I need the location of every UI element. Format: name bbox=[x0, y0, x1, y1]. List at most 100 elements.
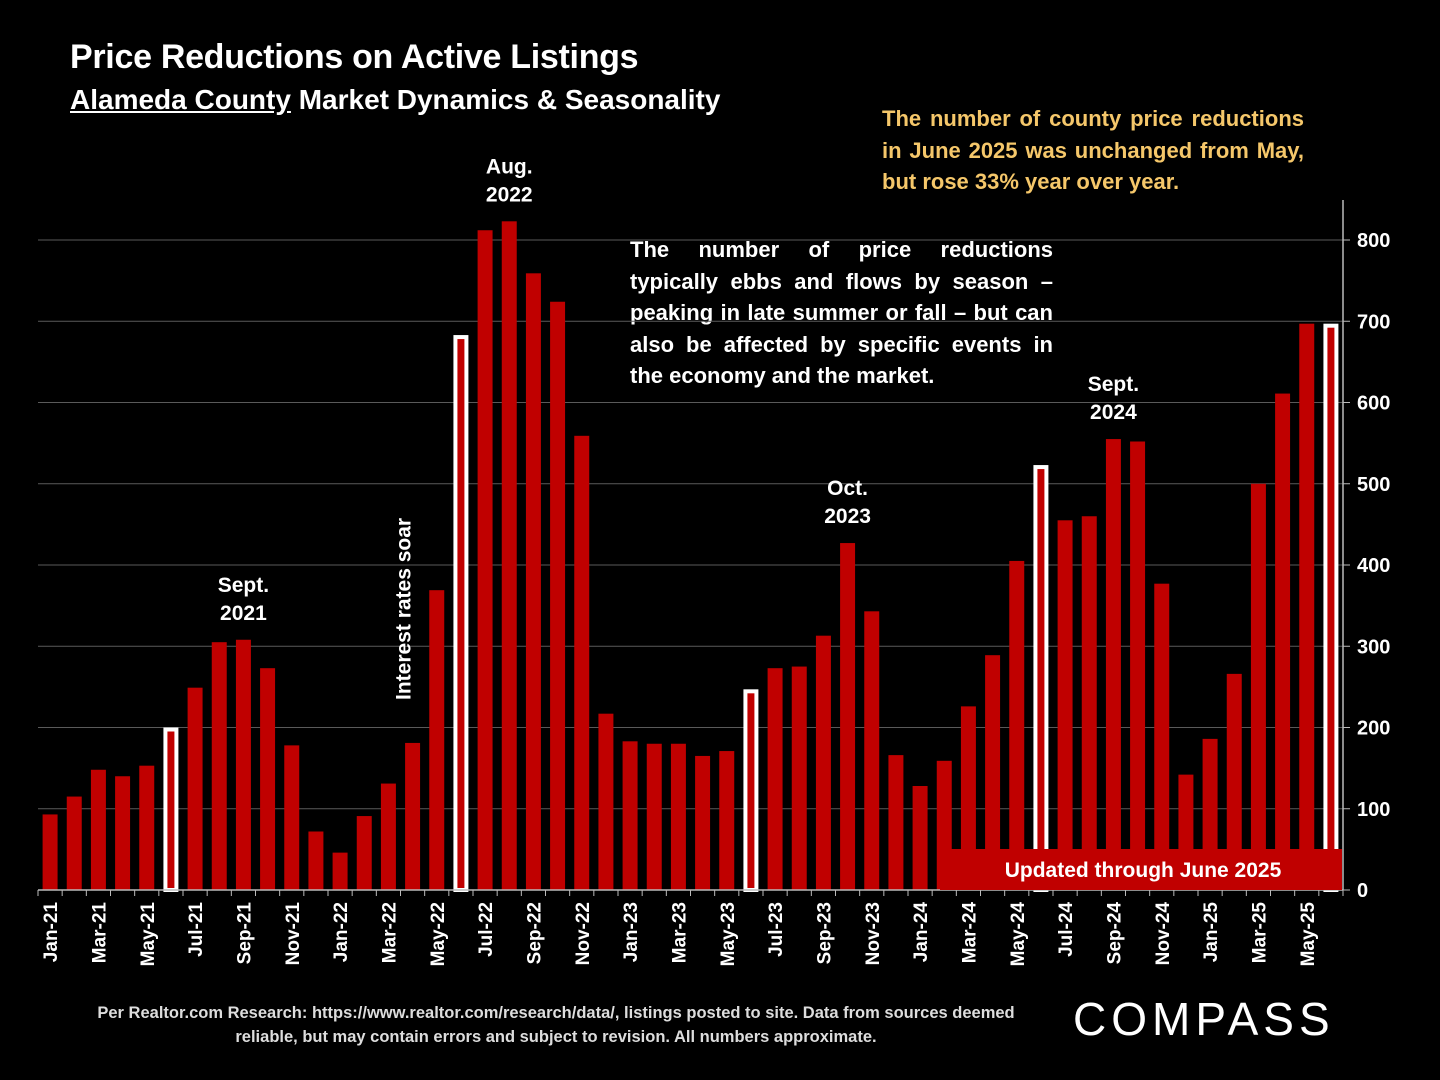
subtitle-county: Alameda County bbox=[70, 84, 291, 115]
bar-chart: 0 100 200 300 400 500 600 700 800 Jan-21 Mar-21 May… bbox=[37, 155, 1390, 966]
bar bbox=[139, 765, 155, 890]
grid-lines bbox=[38, 239, 1343, 810]
peak-annotation: Sept. bbox=[1088, 373, 1139, 396]
bar bbox=[405, 742, 421, 890]
compass-logo: COMPASS bbox=[1073, 993, 1335, 1045]
yoy-note: The number of county price reductions in… bbox=[882, 106, 1304, 194]
bar bbox=[550, 301, 566, 890]
axes bbox=[37, 200, 1350, 896]
x-tick-label: Sep-24 bbox=[1104, 902, 1125, 965]
bar bbox=[1057, 520, 1073, 890]
peak-annotation: 2022 bbox=[486, 183, 533, 206]
x-tick-label: Jan-25 bbox=[1201, 902, 1222, 963]
bar bbox=[912, 786, 928, 890]
highlight-bar bbox=[1323, 323, 1339, 892]
bar bbox=[598, 713, 614, 890]
bar bbox=[477, 230, 493, 890]
bar bbox=[501, 221, 517, 890]
bar bbox=[1105, 439, 1121, 890]
y-tick-label: 500 bbox=[1357, 474, 1390, 496]
seasonality-note: The number of price reductions typically… bbox=[630, 237, 1053, 388]
bar bbox=[622, 741, 638, 890]
x-tick-label: Nov-22 bbox=[573, 902, 594, 965]
updated-banner-text: Updated through June 2025 bbox=[1005, 859, 1282, 882]
annotations: Sept. 2021 Aug. 2022 Oct. 2023 Sept. 2024 Intere… bbox=[218, 155, 1342, 890]
bar bbox=[332, 852, 348, 890]
bar bbox=[840, 543, 856, 890]
bar bbox=[888, 755, 904, 890]
bar bbox=[356, 816, 372, 890]
bar bbox=[960, 706, 976, 890]
page-title: Price Reductions on Active Listings bbox=[70, 38, 639, 76]
x-tick-label: Nov-24 bbox=[1153, 902, 1174, 966]
bar bbox=[380, 783, 396, 890]
bar bbox=[646, 743, 662, 890]
y-tick-label: 400 bbox=[1357, 555, 1390, 577]
x-tick-label: Nov-23 bbox=[863, 902, 884, 965]
bar bbox=[235, 639, 251, 890]
peak-annotation: Aug. bbox=[486, 155, 533, 178]
bar bbox=[284, 745, 300, 890]
subtitle-rest: Market Dynamics & Seasonality bbox=[290, 84, 721, 115]
x-tick-label: May-21 bbox=[138, 902, 159, 967]
bars bbox=[42, 221, 1339, 892]
x-tick-label: Jul-21 bbox=[186, 902, 207, 957]
bar bbox=[1226, 673, 1242, 890]
x-tick-label: Sep-23 bbox=[814, 902, 835, 964]
bar bbox=[1275, 393, 1291, 890]
peak-annotation: Sept. bbox=[218, 574, 269, 597]
y-tick-label: 100 bbox=[1357, 799, 1390, 821]
y-tick-label: 0 bbox=[1357, 880, 1368, 902]
bar bbox=[719, 751, 735, 890]
x-tick-label: Mar-24 bbox=[959, 902, 980, 964]
page-subtitle: Alameda County Market Dynamics & Seasona… bbox=[70, 84, 720, 116]
y-tick-label: 800 bbox=[1357, 230, 1390, 252]
highlight-bar bbox=[1033, 465, 1049, 892]
bar bbox=[260, 668, 276, 890]
bar bbox=[574, 435, 590, 890]
x-tick-label: Mar-22 bbox=[379, 902, 400, 963]
x-tick-label: Jul-23 bbox=[766, 902, 787, 957]
bar bbox=[115, 776, 131, 890]
x-tick-label: Jan-21 bbox=[41, 902, 62, 963]
x-tick-label: Jul-22 bbox=[476, 902, 497, 957]
bar bbox=[1154, 583, 1170, 890]
bar bbox=[1250, 483, 1266, 890]
bar bbox=[187, 687, 203, 890]
bar bbox=[1299, 323, 1315, 890]
highlight-bar bbox=[163, 727, 179, 892]
x-tick-label: Sep-22 bbox=[524, 902, 545, 964]
bar bbox=[670, 743, 686, 890]
bar bbox=[90, 769, 106, 890]
y-tick-label: 600 bbox=[1357, 393, 1390, 415]
bar bbox=[791, 666, 807, 890]
bar bbox=[66, 796, 82, 890]
x-tick-label: Mar-23 bbox=[669, 902, 690, 963]
tick-labels: 0 100 200 300 400 500 600 700 800 Jan-21 Mar-21 May… bbox=[41, 230, 1390, 966]
bar bbox=[1081, 516, 1097, 890]
bar bbox=[211, 642, 227, 890]
peak-annotation: 2023 bbox=[824, 505, 871, 528]
bar bbox=[815, 635, 831, 890]
x-tick-label: Jan-23 bbox=[621, 902, 642, 962]
interest-rates-annotation: Interest rates soar bbox=[393, 518, 416, 700]
x-tick-label: May-25 bbox=[1298, 902, 1319, 967]
bar bbox=[429, 590, 445, 890]
peak-annotation: 2024 bbox=[1090, 401, 1137, 424]
source-footnote: Per Realtor.com Research: https://www.re… bbox=[97, 1004, 1015, 1046]
x-tick-label: Mar-21 bbox=[89, 902, 110, 964]
highlight-bar bbox=[743, 689, 759, 892]
bar bbox=[985, 655, 1001, 890]
bar bbox=[308, 831, 324, 890]
x-tick-label: May-23 bbox=[718, 902, 739, 966]
y-tick-label: 300 bbox=[1357, 636, 1390, 658]
bar bbox=[42, 814, 58, 890]
y-tick-label: 700 bbox=[1357, 311, 1390, 333]
bar bbox=[1130, 441, 1146, 890]
peak-annotation: Oct. bbox=[827, 477, 868, 500]
y-tick-label: 200 bbox=[1357, 718, 1390, 740]
bar bbox=[1009, 560, 1025, 890]
x-tick-label: Jul-24 bbox=[1056, 902, 1077, 957]
highlight-bar bbox=[453, 335, 469, 892]
x-tick-label: Mar-25 bbox=[1249, 902, 1270, 964]
